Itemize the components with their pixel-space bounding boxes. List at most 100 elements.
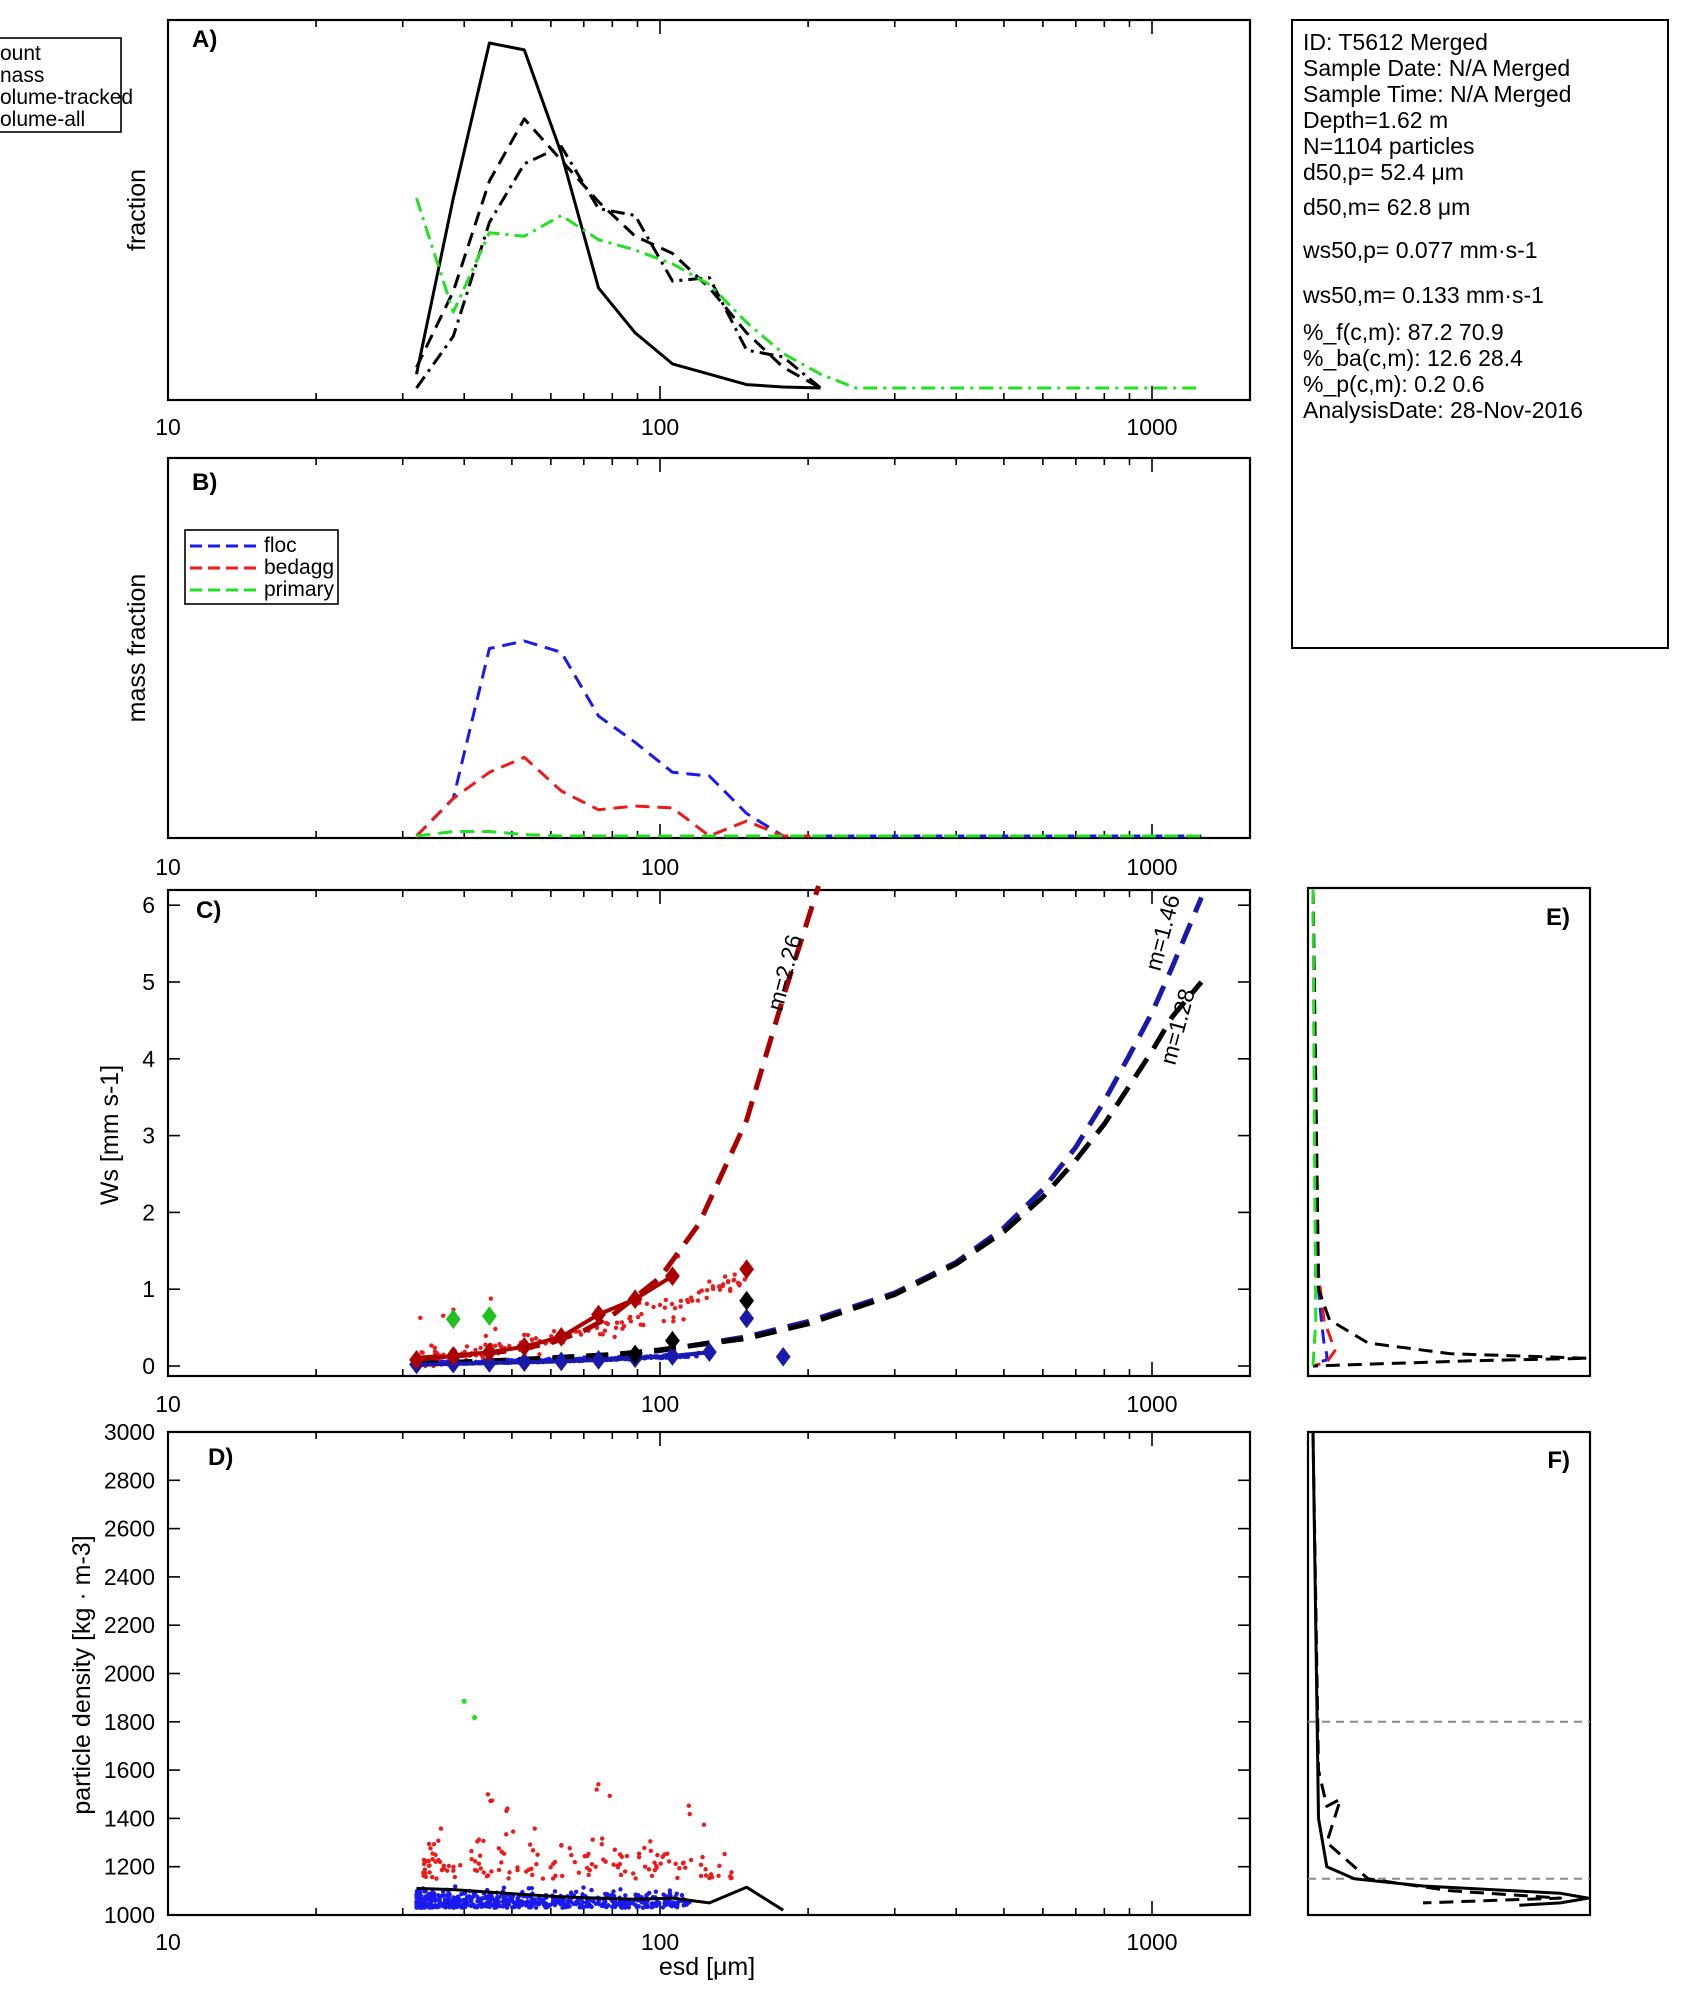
legend-entry-volume-all: olume-all <box>0 108 85 131</box>
density-bedagg-point <box>499 1860 504 1865</box>
density-bedagg-point <box>633 1876 638 1881</box>
density-floc-point <box>525 1899 530 1904</box>
density-bedagg-point <box>636 1851 642 1856</box>
bedagg-point <box>418 1315 423 1321</box>
density-floc-point <box>679 1893 685 1898</box>
bedagg-point <box>672 1305 678 1311</box>
density-floc-point <box>480 1903 485 1909</box>
bedagg-point <box>529 1337 535 1342</box>
bedagg-point <box>432 1349 438 1354</box>
binned-diamond-primary-binned <box>445 1309 461 1329</box>
density-bedagg-point <box>617 1861 623 1867</box>
density-floc-point <box>634 1904 640 1910</box>
bedagg-point <box>628 1319 634 1324</box>
density-bedagg-point <box>654 1863 659 1869</box>
y-tick-label: 6 <box>142 892 155 918</box>
panel-b-series <box>415 639 1202 838</box>
x-tick-label: 1000 <box>1126 414 1177 440</box>
density-bedagg-point <box>530 1848 536 1853</box>
panel-b-legend: floc bedagg primary <box>184 529 339 605</box>
density-bedagg-point <box>510 1829 516 1834</box>
density-bedagg-point <box>477 1853 483 1858</box>
density-floc-point <box>480 1896 486 1901</box>
binned-diamond-bedagg-binned <box>445 1346 461 1366</box>
density-floc-point <box>415 1896 420 1901</box>
panel-a-letter: A) <box>192 26 217 53</box>
density-floc-point <box>443 1905 448 1910</box>
density-floc-point <box>613 1899 618 1905</box>
fit-label-black: m=1.28 <box>1155 986 1200 1067</box>
density-bedagg-point <box>534 1861 539 1867</box>
x-tick-label: 100 <box>641 854 679 880</box>
bedagg-point <box>432 1345 437 1350</box>
density-floc-point <box>417 1890 423 1895</box>
density-floc-point <box>552 1889 558 1894</box>
density-bedagg-point <box>590 1837 595 1842</box>
binned-diamond-all-binned <box>739 1290 755 1311</box>
bedagg-point <box>483 1333 489 1339</box>
density-median-line <box>416 1885 784 1912</box>
density-bedagg-point <box>717 1863 722 1869</box>
binned-diamond-bedagg-binned <box>739 1259 755 1280</box>
density-floc-point <box>640 1905 646 1910</box>
density-floc-point <box>581 1885 586 1890</box>
density-bedagg-point <box>472 1867 478 1873</box>
density-floc-point <box>519 1902 524 1908</box>
density-floc-point <box>453 1884 458 1889</box>
info-line-analysis-date: AnalysisDate: 28-Nov-2016 <box>1303 397 1583 423</box>
x-tick-label: 1000 <box>1126 1391 1177 1417</box>
marginal-density-median-all <box>1311 1431 1590 1907</box>
bedagg-point <box>657 1302 663 1308</box>
marginal-ws-all <box>1311 889 1590 1368</box>
density-floc-point <box>655 1902 660 1907</box>
bedagg-point <box>602 1328 608 1333</box>
density-floc-point <box>573 1889 579 1894</box>
density-floc-point <box>447 1902 452 1907</box>
density-floc-point <box>626 1905 632 1910</box>
density-bedagg-point <box>686 1803 692 1808</box>
density-bedagg-point <box>433 1852 438 1858</box>
y-tick-label: 0 <box>142 1353 155 1379</box>
density-bedagg-point <box>428 1846 433 1851</box>
legend-entry-primary: primary <box>264 578 335 601</box>
y-tick-label: 1 <box>142 1276 155 1302</box>
bedagg-point <box>690 1298 695 1303</box>
y-tick-label: 3000 <box>104 1419 155 1445</box>
density-bedagg-point <box>596 1782 601 1787</box>
binned-diamond-all-binned <box>665 1330 680 1351</box>
legend-entry-count: ount <box>0 42 41 65</box>
legend-entry-bedagg: bedagg <box>264 556 334 579</box>
density-bedagg-point <box>687 1811 692 1817</box>
panel-a-frame <box>166 18 1252 402</box>
y-tick-label: 1600 <box>104 1757 155 1783</box>
bedagg-point <box>669 1301 675 1307</box>
density-bedagg-point <box>451 1868 456 1873</box>
density-floc-point <box>514 1899 519 1905</box>
density-bedagg-point <box>437 1859 443 1865</box>
density-floc-point <box>433 1898 438 1904</box>
binned-diamond-floc-binned <box>665 1346 680 1366</box>
density-floc-point <box>470 1903 475 1908</box>
panel-c-letter: C) <box>196 897 221 924</box>
density-bedagg-point <box>507 1870 512 1875</box>
panel-b: B) mass fraction 10 100 1000 floc bedagg p… <box>123 456 1252 880</box>
density-floc-point <box>414 1905 419 1910</box>
density-floc-point <box>599 1903 604 1909</box>
bedagg-point <box>722 1274 728 1279</box>
y-tick-label: 2800 <box>104 1467 155 1493</box>
series-line-ount <box>415 41 821 390</box>
density-floc-point <box>541 1897 546 1902</box>
x-tick-label: 100 <box>641 414 679 440</box>
info-line-depth: Depth=1.62 m <box>1303 107 1448 133</box>
bedagg-point <box>710 1286 716 1292</box>
fit-label-red: m=2.26 <box>762 932 807 1013</box>
density-bedagg-point <box>624 1853 630 1859</box>
density-bedagg-point <box>652 1860 657 1865</box>
density-floc-point <box>674 1904 680 1910</box>
series-line-olume-tracked <box>415 145 822 390</box>
panel-d-median <box>416 1885 784 1912</box>
density-floc-point <box>504 1905 510 1910</box>
density-bedagg-point <box>688 1857 694 1863</box>
y-tick-label: 1400 <box>104 1805 155 1831</box>
